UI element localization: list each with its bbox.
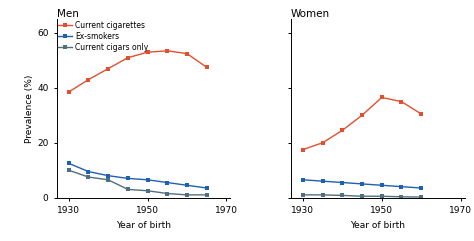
Current cigarettes — [125, 56, 131, 59]
Current cigarettes — [164, 49, 170, 52]
X-axis label: Year of birth: Year of birth — [350, 221, 405, 229]
Current cigars only — [105, 178, 111, 181]
Line: Current cigars only: Current cigars only — [67, 168, 209, 197]
Current cigarettes — [86, 78, 91, 81]
Current cigars only — [125, 188, 131, 191]
Ex-smokers — [359, 182, 365, 185]
Current cigarettes — [399, 100, 404, 103]
Ex-smokers — [145, 178, 150, 181]
Current cigars only — [66, 169, 72, 172]
Ex-smokers — [300, 178, 306, 181]
Current cigarettes — [184, 52, 190, 55]
Line: Current cigars only: Current cigars only — [301, 193, 423, 199]
Current cigars only — [419, 196, 424, 199]
Current cigarettes — [379, 96, 384, 99]
Current cigarettes — [204, 66, 210, 69]
Current cigarettes — [145, 51, 150, 54]
Ex-smokers — [184, 184, 190, 187]
Current cigars only — [359, 195, 365, 198]
Current cigarettes — [359, 114, 365, 117]
Current cigars only — [204, 194, 210, 196]
Current cigars only — [145, 189, 150, 192]
Text: Women: Women — [291, 8, 330, 19]
Ex-smokers — [66, 162, 72, 165]
Ex-smokers — [419, 187, 424, 189]
Current cigars only — [184, 194, 190, 196]
Current cigars only — [399, 195, 404, 198]
Text: Men: Men — [57, 8, 79, 19]
Ex-smokers — [204, 187, 210, 189]
Current cigars only — [320, 194, 326, 196]
Current cigars only — [339, 194, 345, 197]
Ex-smokers — [164, 181, 170, 184]
Current cigars only — [300, 194, 306, 196]
Line: Ex-smokers: Ex-smokers — [67, 161, 209, 190]
Current cigars only — [164, 192, 170, 195]
Current cigarettes — [66, 91, 72, 94]
Current cigarettes — [300, 148, 306, 151]
Line: Current cigarettes: Current cigarettes — [301, 95, 423, 152]
X-axis label: Year of birth: Year of birth — [116, 221, 171, 229]
Ex-smokers — [86, 170, 91, 173]
Current cigars only — [86, 176, 91, 179]
Current cigarettes — [105, 67, 111, 70]
Ex-smokers — [125, 177, 131, 180]
Ex-smokers — [399, 185, 404, 188]
Current cigarettes — [339, 129, 345, 132]
Line: Current cigarettes: Current cigarettes — [67, 49, 209, 94]
Ex-smokers — [339, 181, 345, 184]
Current cigarettes — [419, 113, 424, 115]
Line: Ex-smokers: Ex-smokers — [301, 178, 423, 190]
Current cigarettes — [320, 141, 326, 144]
Ex-smokers — [320, 180, 326, 183]
Ex-smokers — [105, 174, 111, 177]
Y-axis label: Prevalence (%): Prevalence (%) — [25, 74, 34, 143]
Current cigars only — [379, 195, 384, 198]
Legend: Current cigarettes, Ex-smokers, Current cigars only: Current cigarettes, Ex-smokers, Current … — [58, 20, 149, 52]
Ex-smokers — [379, 184, 384, 187]
